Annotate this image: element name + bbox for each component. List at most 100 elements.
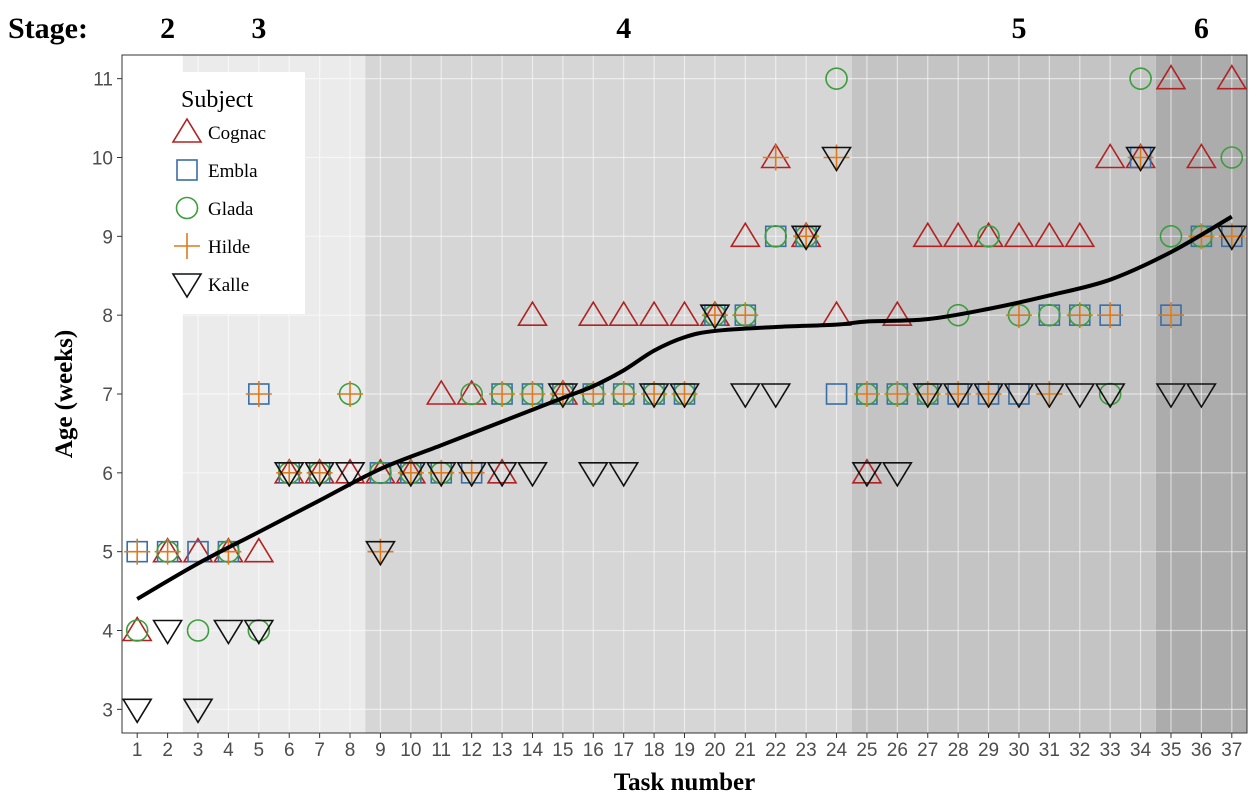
x-tick-label: 37: [1221, 740, 1242, 761]
point-kalle: [152, 619, 184, 646]
x-tick-label: 12: [461, 740, 482, 761]
point-glada: [1159, 225, 1183, 248]
point-kalle: [365, 540, 396, 567]
legend-key-embla: [176, 159, 198, 181]
x-tick-label: 18: [644, 740, 665, 761]
legend-label-glada: Glada: [208, 199, 254, 220]
point-kalle: [486, 462, 518, 488]
smooth-trend-line: [136, 214, 1233, 601]
y-tick-label: 3: [102, 700, 113, 721]
point-cognac: [1216, 64, 1248, 90]
point-kalle: [608, 462, 640, 488]
point-glada: [1129, 67, 1152, 90]
legend-key-cognac: [171, 117, 203, 143]
legend-key-hilde: [174, 233, 200, 259]
x-tick-label: 2: [162, 740, 173, 761]
point-hilde: [245, 381, 272, 407]
legend: Subject Cognac Embla Glada Hilde Kalle: [163, 72, 305, 314]
series-kalle: [121, 146, 1248, 724]
point-cognac: [729, 221, 761, 248]
x-tick-label: 11: [431, 740, 451, 761]
x-tick-label: 16: [583, 740, 604, 761]
point-embla: [825, 383, 848, 405]
point-cognac: [1064, 221, 1096, 248]
x-tick-label: 6: [284, 740, 295, 761]
point-cognac: [669, 300, 700, 326]
point-hilde: [1005, 302, 1032, 329]
point-kalle: [942, 383, 974, 409]
point-kalle: [121, 698, 153, 724]
y-tick-label: 6: [102, 464, 113, 485]
legend-key-kalle: [171, 273, 203, 299]
stage-label-5: 5: [1011, 12, 1026, 45]
x-tick-label: 24: [826, 740, 848, 761]
point-kalle: [456, 462, 488, 488]
y-tick-label: 11: [93, 70, 113, 91]
point-kalle: [669, 383, 700, 409]
point-kalle: [821, 146, 852, 173]
x-tick-label: 19: [674, 740, 695, 761]
point-glada: [1038, 303, 1061, 327]
x-tick-label: 32: [1069, 740, 1090, 761]
point-kalle: [851, 462, 883, 488]
point-kalle: [790, 225, 822, 251]
stage-label-6: 6: [1194, 12, 1209, 45]
point-hilde: [1157, 302, 1184, 329]
legend-label-cognac: Cognac: [208, 123, 266, 144]
x-tick-label: 23: [796, 740, 817, 761]
point-kalle: [1216, 225, 1248, 251]
point-hilde: [489, 381, 516, 407]
point-hilde: [732, 302, 759, 329]
point-glada: [186, 619, 210, 642]
point-hilde: [337, 381, 364, 407]
y-tick-label: 9: [102, 227, 113, 248]
point-kalle: [425, 462, 457, 488]
point-glada: [1220, 146, 1244, 169]
x-tick-label: 34: [1130, 740, 1152, 761]
x-tick-label: 4: [223, 740, 234, 761]
point-cognac: [425, 379, 457, 405]
point-cognac: [1094, 142, 1126, 169]
point-cognac: [851, 458, 883, 484]
point-kalle: [1125, 146, 1157, 173]
axis-ticks: 1 2 3 4 5 6 7 8 9 10 11 12 13 14 15 16 17 18 19 20 21 22 23 24 2…: [92, 70, 1243, 761]
point-cognac: [942, 221, 974, 248]
point-kalle: [243, 619, 275, 646]
x-tick-label: 9: [375, 740, 386, 761]
point-glada: [125, 619, 149, 642]
point-hilde: [853, 381, 880, 407]
y-tick-label: 5: [102, 543, 113, 564]
point-kalle: [212, 619, 244, 646]
point-kalle: [517, 462, 548, 488]
point-cognac: [1003, 221, 1035, 248]
x-tick-label: 8: [345, 740, 356, 761]
point-hilde: [884, 381, 911, 407]
x-axis-title: Task number: [614, 769, 756, 796]
point-hilde: [762, 144, 789, 171]
x-tick-label: 36: [1191, 740, 1212, 761]
stage-labels: Stage: 2 3 4 5 6: [8, 12, 1209, 45]
point-kalle: [1094, 383, 1126, 409]
point-cognac: [912, 221, 944, 248]
y-axis-title: Age (weeks): [51, 330, 78, 458]
data-points: [121, 64, 1248, 724]
point-hilde: [610, 381, 637, 407]
point-kalle: [699, 304, 731, 330]
point-kalle: [334, 462, 366, 488]
x-tick-label: 17: [613, 740, 634, 761]
x-tick-label: 26: [887, 740, 908, 761]
point-kalle: [1185, 383, 1217, 409]
x-tick-label: 22: [765, 740, 786, 761]
y-tick-label: 7: [102, 385, 113, 406]
x-tick-label: 20: [704, 740, 725, 761]
point-kalle: [1003, 383, 1035, 409]
point-cognac: [577, 300, 609, 326]
x-tick-label: 28: [948, 740, 969, 761]
point-cognac: [608, 300, 640, 326]
point-glada: [764, 225, 788, 248]
point-hilde: [519, 381, 546, 407]
point-kalle: [273, 462, 305, 488]
stage-label-2: 2: [160, 12, 175, 45]
point-kalle: [881, 462, 913, 488]
legend-items: Cognac Embla Glada Hilde Kalle: [171, 117, 266, 299]
